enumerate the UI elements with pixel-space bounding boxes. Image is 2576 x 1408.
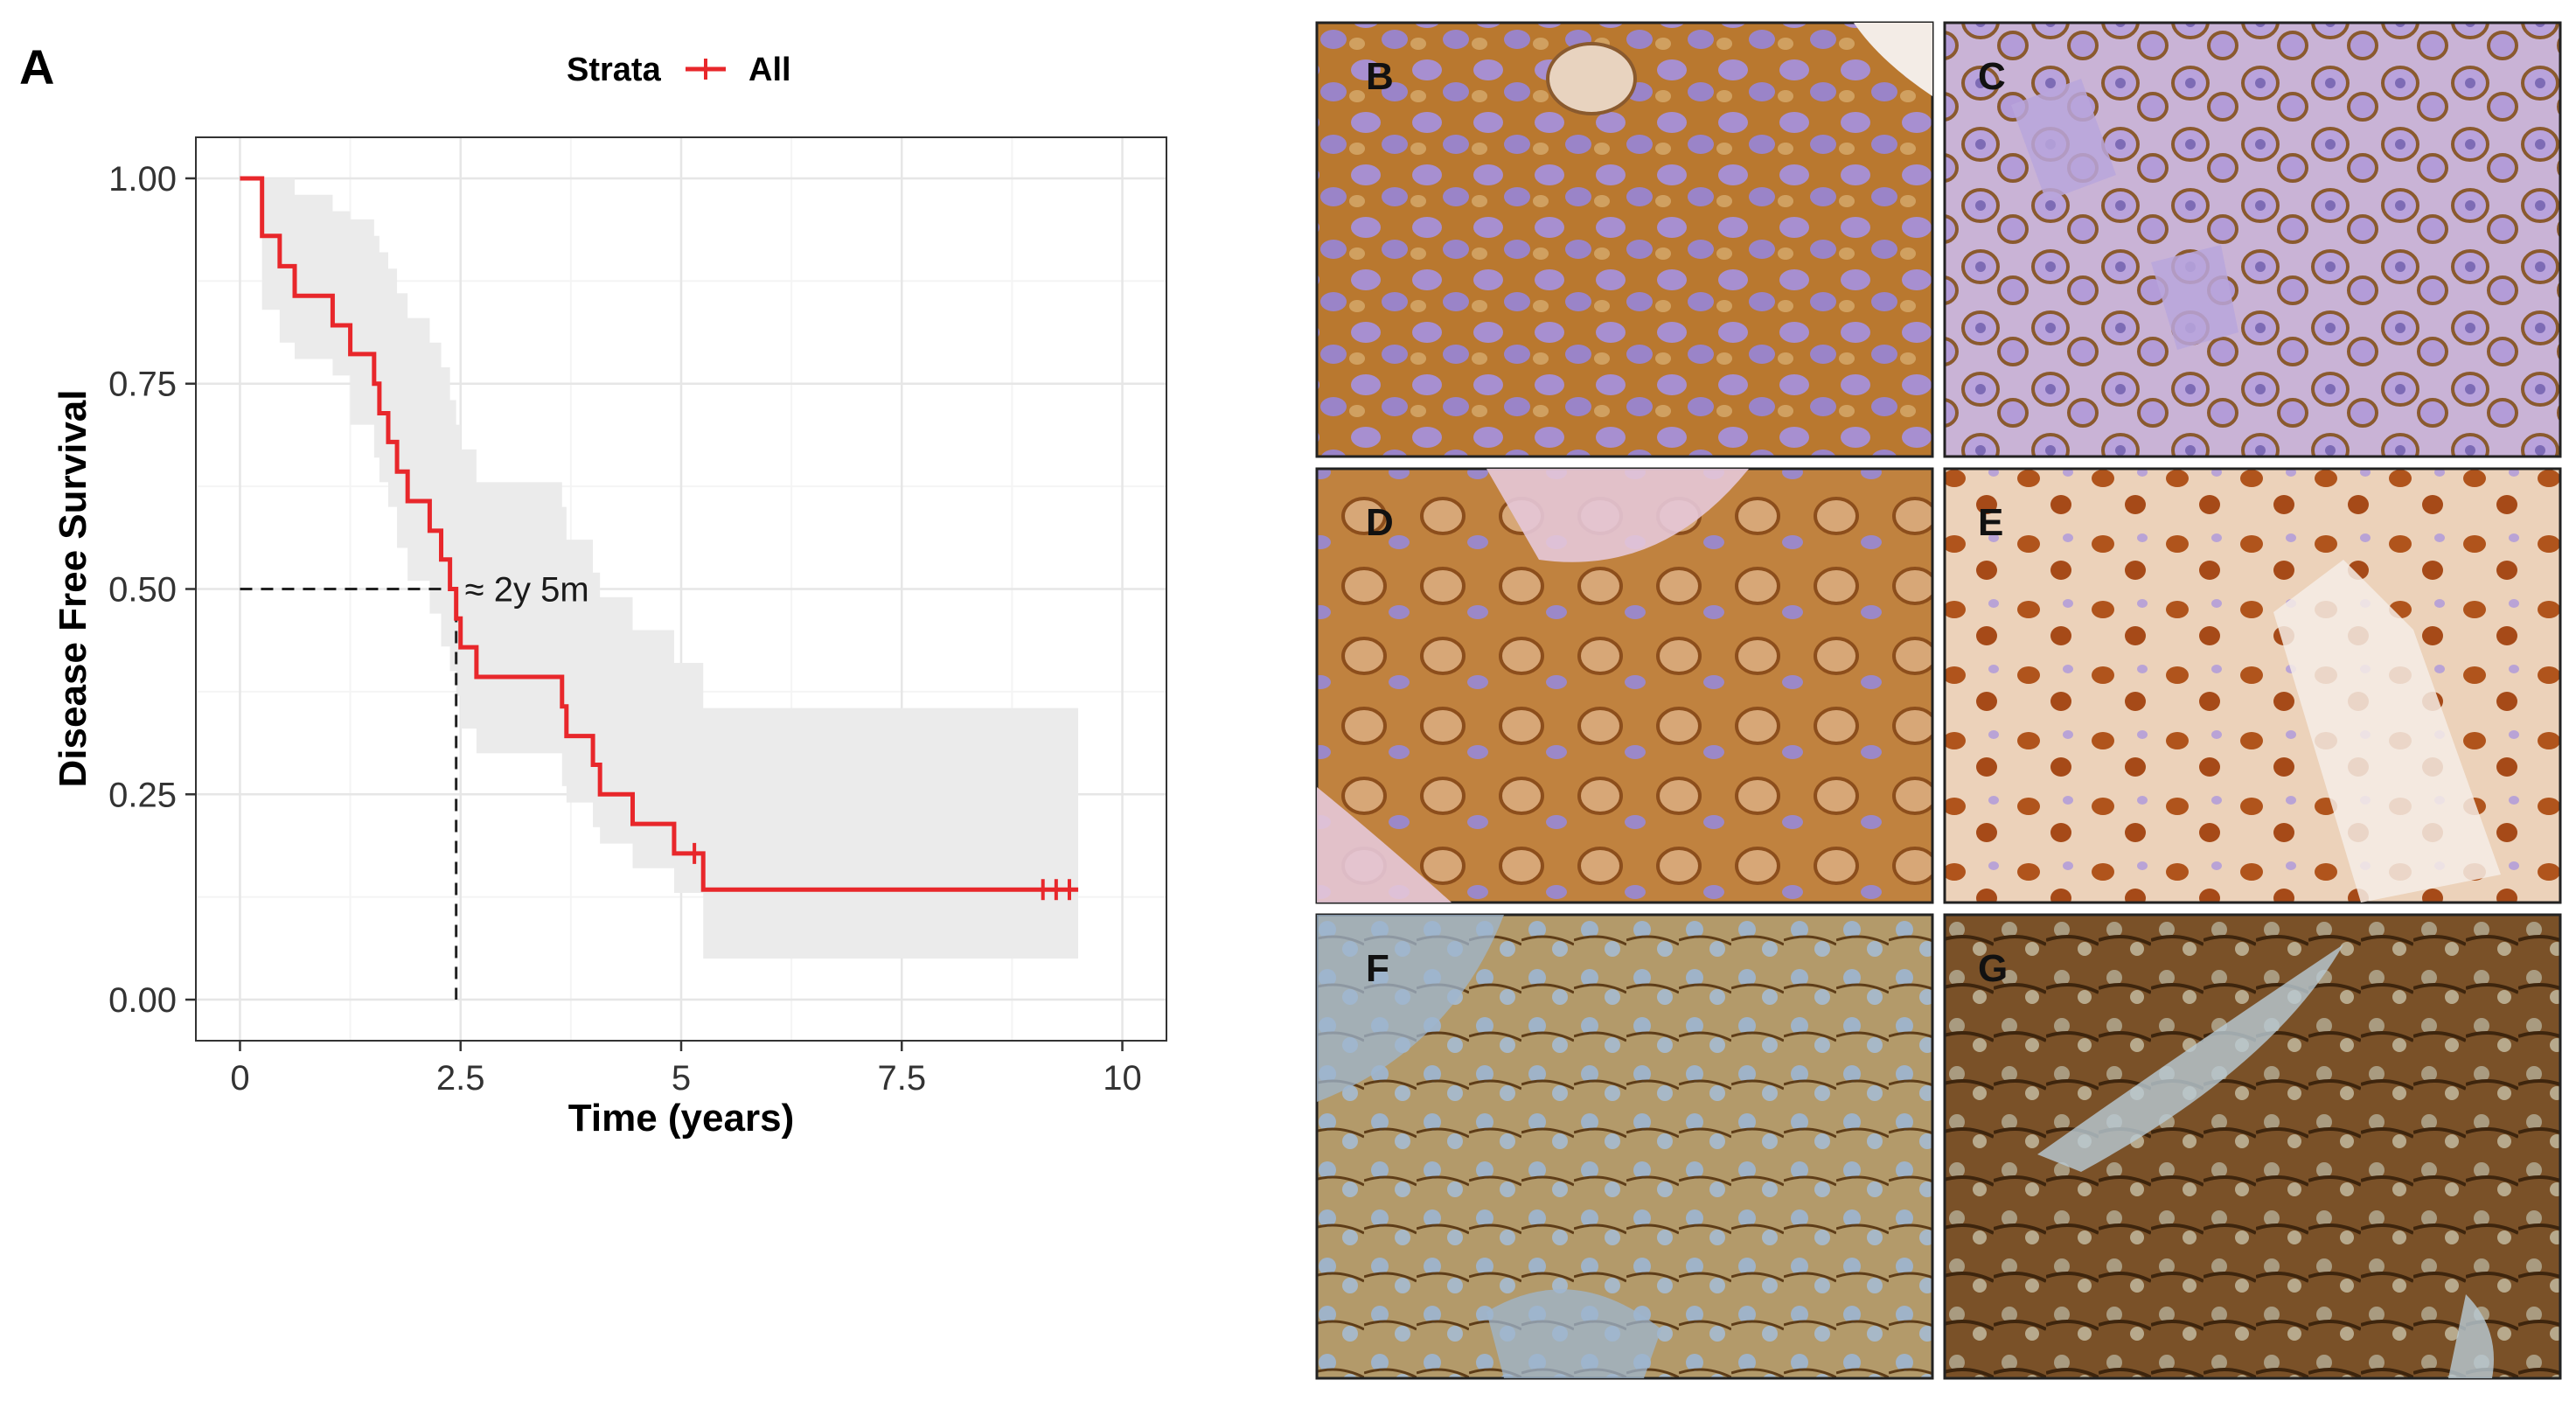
censor-marks (693, 842, 1071, 901)
median-annotation: ≈ 2y 5m (465, 571, 589, 610)
image-panel-c: C (1943, 21, 2562, 458)
image-panel-d-label: D (1366, 501, 1394, 544)
confidence-band-area (240, 178, 1079, 959)
confidence-band (240, 178, 1079, 959)
x-tick-label: 2.5 (436, 1059, 485, 1098)
image-panel-d: D (1315, 467, 1934, 904)
legend-entry-all: All (748, 52, 791, 88)
x-tick-label: 5 (672, 1059, 691, 1098)
panel-a-label: A (19, 39, 54, 94)
y-tick-label: 1.00 (108, 160, 177, 199)
x-axis-title: Time (years) (568, 1097, 794, 1140)
x-tick-label: 0 (230, 1059, 249, 1098)
median-reference-lines (240, 588, 458, 1000)
image-panel-g: G (1943, 913, 2562, 1380)
x-axis-ticks: 0 2.5 5 7.5 10 (230, 1041, 1142, 1098)
image-panel-c-label: C (1978, 55, 2006, 98)
legend: Strata All (567, 52, 791, 88)
y-tick-label: 0.25 (108, 776, 177, 814)
image-panel-g-label: G (1978, 947, 2008, 990)
legend-title: Strata (567, 52, 662, 88)
x-tick-label: 7.5 (877, 1059, 926, 1098)
image-panel-f-label: F (1366, 947, 1389, 990)
y-axis-ticks: 0.00 0.25 0.50 0.75 1.00 (108, 160, 196, 1020)
survival-curve (240, 176, 1079, 892)
image-panel-b-label: B (1366, 55, 1394, 98)
image-panel-f: F (1315, 913, 1934, 1380)
y-tick-label: 0.50 (108, 571, 177, 610)
survival-curve-all (240, 176, 1079, 892)
x-tick-label: 10 (1103, 1059, 1142, 1098)
y-axis-title: Disease Free Survival (52, 390, 94, 788)
y-tick-label: 0.75 (108, 366, 177, 404)
y-tick-label: 0.00 (108, 981, 177, 1020)
image-panel-e-label: E (1978, 501, 2003, 544)
image-panel-b: B (1315, 21, 1934, 458)
km-plot: ≈ 2y 5m 0 2.5 5 7.5 10 0.000.250.500.751.00 … (52, 136, 1167, 1140)
image-panel-e: E (1943, 467, 2562, 904)
